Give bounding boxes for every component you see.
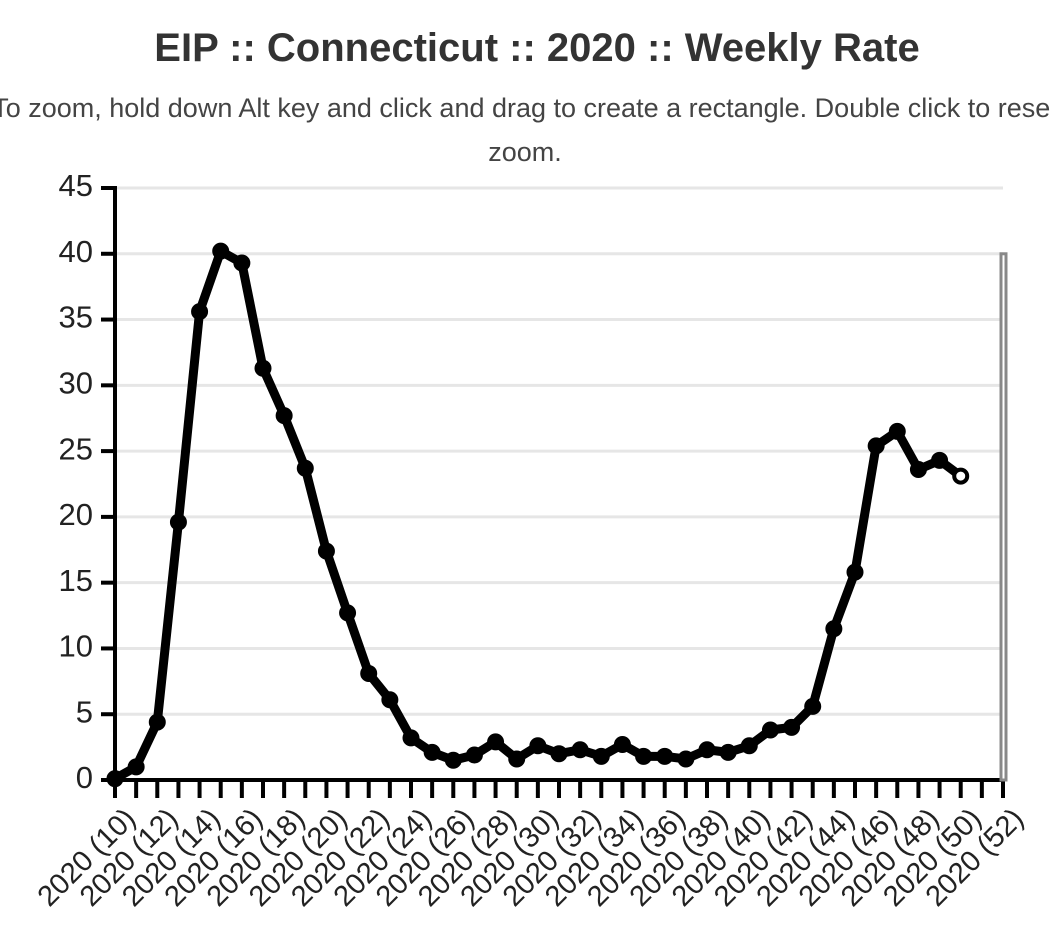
data-point — [719, 743, 737, 761]
data-point — [212, 242, 230, 260]
data-point — [508, 750, 526, 768]
data-point — [317, 542, 335, 560]
data-point — [465, 746, 483, 764]
data-point — [571, 741, 589, 759]
data-point — [761, 721, 779, 739]
data-point — [339, 604, 357, 622]
grid-lines — [115, 186, 1003, 716]
zoom-range-handle[interactable] — [999, 252, 1008, 782]
y-tick-label: 45 — [59, 168, 93, 203]
data-point — [550, 745, 568, 763]
x-axis-ticks: 2020 (10)2020 (12)2020 (14)2020 (16)2020… — [32, 780, 1030, 913]
y-tick-label: 15 — [59, 563, 93, 598]
data-point — [783, 718, 801, 736]
data-point — [296, 459, 314, 477]
data-point — [360, 664, 378, 682]
chart-subtitle: To zoom, hold down Alt key and click and… — [0, 93, 1050, 167]
data-point — [804, 697, 822, 715]
data-point — [677, 750, 695, 768]
data-point — [275, 407, 293, 425]
series-line — [110, 246, 966, 784]
series-weekly-rate — [106, 242, 970, 788]
data-point — [148, 713, 166, 731]
y-tick-label: 5 — [76, 694, 93, 729]
data-point — [931, 451, 949, 469]
y-axis-ticks: 0 5 10 15 20 25 30 35 40 45 — [59, 168, 115, 795]
data-point — [635, 747, 653, 765]
chart-title: EIP :: Connecticut :: 2020 :: Weekly Rat… — [154, 26, 920, 70]
data-point — [952, 467, 970, 485]
data-point — [888, 422, 906, 440]
data-point — [825, 620, 843, 638]
data-point — [740, 737, 758, 755]
data-point — [592, 747, 610, 765]
data-point — [529, 737, 547, 755]
y-tick-label: 30 — [59, 366, 93, 401]
data-point — [106, 770, 124, 788]
data-point — [127, 758, 145, 776]
data-point — [909, 461, 927, 479]
data-point — [169, 513, 187, 531]
data-point — [402, 729, 420, 747]
data-point — [867, 437, 885, 455]
data-point — [254, 359, 272, 377]
y-tick-label: 20 — [59, 497, 93, 532]
data-point — [381, 691, 399, 709]
y-tick-label: 0 — [76, 760, 93, 795]
y-tick-label: 10 — [59, 629, 93, 664]
data-point — [846, 563, 864, 581]
data-point — [613, 735, 631, 753]
y-tick-label: 35 — [59, 300, 93, 335]
y-tick-label: 40 — [59, 234, 93, 269]
data-point — [656, 747, 674, 765]
data-point — [444, 751, 462, 769]
data-point — [487, 733, 505, 751]
data-point — [423, 743, 441, 761]
data-point — [233, 254, 251, 272]
data-point — [698, 741, 716, 759]
data-point — [191, 303, 209, 321]
y-tick-label: 25 — [59, 431, 93, 466]
